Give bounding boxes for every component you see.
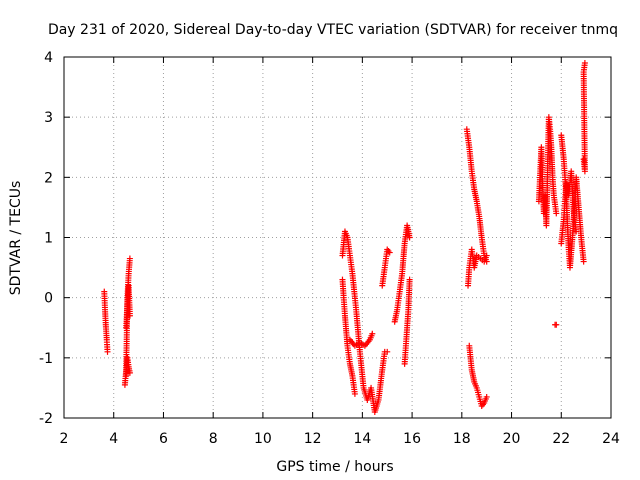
x-axis-label: GPS time / hours [276,459,393,475]
chart-title: Day 231 of 2020, Sidereal Day-to-day VTE… [48,22,618,38]
x-tick-labels: 2 4 6 8 10 12 14 16 18 20 22 24 [60,431,620,447]
data-point [483,252,490,259]
y-tick-label: 2 [44,170,53,186]
x-tick-label: 22 [552,431,570,447]
data-point [126,312,133,319]
x-tick-label: 24 [602,431,620,447]
y-tick-label: 3 [44,110,53,126]
data-point [126,255,133,262]
data-point [573,228,580,235]
x-tick-label: 8 [209,431,218,447]
data-point [406,234,413,241]
x-tick-label: 10 [254,431,272,447]
data-point [369,330,376,337]
data-point [581,60,588,67]
x-tick-label: 2 [60,431,69,447]
y-tick-label: 4 [44,50,53,66]
data-point [104,348,111,355]
data-point [126,369,133,376]
data-point [580,258,587,265]
data-series [101,60,588,415]
y-tick-label: 1 [44,231,53,247]
x-tick-label: 18 [453,431,471,447]
data-point [384,348,391,355]
data-point [386,249,393,256]
axis-ticks [63,56,612,419]
data-point [406,276,413,283]
y-tick-label: -1 [39,351,53,367]
x-tick-label: 16 [403,431,421,447]
x-tick-label: 6 [159,431,168,447]
data-point [553,210,560,217]
grid-lines [64,57,611,418]
data-point [483,393,490,400]
x-tick-label: 4 [109,431,118,447]
data-point [351,390,358,397]
y-tick-label: -2 [39,411,53,427]
x-tick-label: 12 [304,431,322,447]
y-tick-labels: -2 -1 0 1 2 3 4 [39,50,53,427]
y-axis-label: SDTVAR / TECUs [8,181,24,296]
x-tick-label: 20 [503,431,521,447]
y-tick-label: 0 [44,291,53,307]
data-point [553,321,560,328]
x-tick-label: 14 [353,431,371,447]
